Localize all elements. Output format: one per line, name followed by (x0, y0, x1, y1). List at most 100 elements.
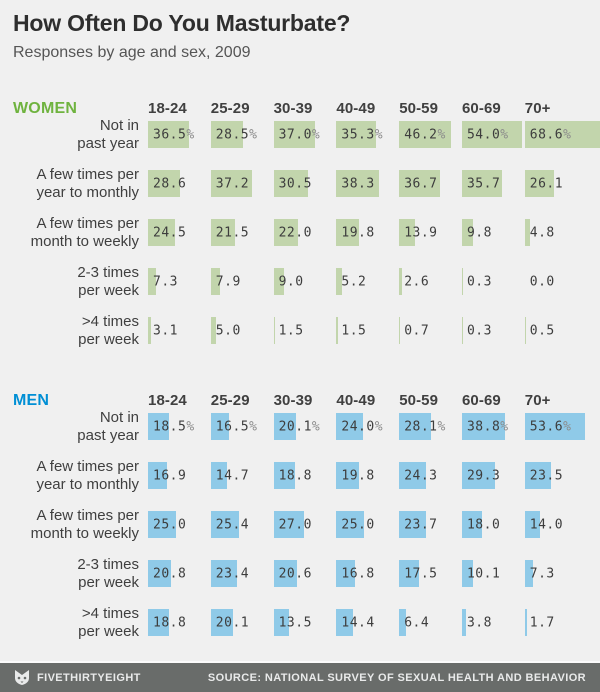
value-bar (148, 560, 172, 587)
value-label: 25.4 (215, 517, 250, 532)
bar-cell: 9.8 (461, 219, 525, 246)
women-section-label: WOMEN (13, 99, 78, 117)
bar-cell: 1.7 (524, 609, 588, 636)
value-bar (461, 413, 506, 440)
value-label: 38.8% (466, 419, 509, 434)
value-label: 28.5% (215, 127, 258, 142)
column-header-age: 40-49 (336, 392, 376, 409)
value-bar (336, 462, 359, 489)
value-label: 7.9 (215, 274, 241, 289)
column-header-age: 70+ (524, 392, 551, 409)
value-bar (336, 170, 380, 197)
value-label: 13.5 (278, 615, 312, 630)
bar-cell: 36.7 (399, 170, 462, 197)
bar-cell: 28.5% (210, 121, 274, 148)
value-label: 10.1 (466, 566, 501, 581)
row-label: Not in past year (77, 409, 139, 444)
column-header-age: 50-59 (399, 100, 439, 117)
value-label: 0.3 (466, 323, 492, 338)
value-label: 0.5 (529, 323, 555, 338)
value-bar (524, 170, 554, 197)
bar-cell: 20.1 (210, 609, 274, 636)
value-label: 36.7 (404, 176, 438, 191)
value-bar (524, 317, 526, 344)
value-label: 14.0 (529, 517, 564, 532)
brand: FIVETHIRTYEIGHT (14, 670, 141, 685)
value-bar (273, 413, 297, 440)
value-bar (210, 609, 234, 636)
bar-cell: 0.5 (524, 317, 588, 344)
bar-cell: 16.8 (336, 560, 399, 587)
value-bar (273, 219, 299, 246)
value-label: 20.1% (278, 419, 321, 434)
value-label: 53.6% (529, 419, 572, 434)
column-header-age: 60-69 (461, 392, 501, 409)
page-title: How Often Do You Masturbate? (13, 10, 351, 36)
bar-cell: 20.1% (273, 413, 337, 440)
value-bar (273, 268, 284, 295)
value-bar (336, 268, 343, 295)
value-bar (210, 268, 220, 295)
value-label: 23.7 (404, 517, 438, 532)
value-label: 19.8 (341, 225, 375, 240)
value-bar (399, 609, 407, 636)
bar-cell: 5.0 (210, 317, 274, 344)
source-text: SOURCE: NATIONAL SURVEY OF SEXUAL HEALTH… (207, 671, 586, 684)
bar-cell: 25.4 (210, 511, 274, 538)
column-header-age: 70+ (524, 100, 551, 117)
column-header-age: 18-24 (148, 392, 187, 409)
value-label: 7.3 (153, 274, 178, 289)
women-row-1: A few times per year to monthly 28.6 37.2 30… (0, 166, 600, 201)
value-bar (148, 268, 157, 295)
column-header-age: 25-29 (210, 100, 250, 117)
value-label: 1.7 (529, 615, 555, 630)
men-row-1: A few times per year to monthly 16.9 14.7 18… (0, 458, 600, 493)
bar-cell: 54.0% (461, 121, 525, 148)
value-bar (273, 609, 289, 636)
value-bar (210, 462, 228, 489)
value-label: 16.9 (153, 468, 187, 483)
bar-cell: 0.3 (461, 268, 525, 295)
value-label: 54.0% (466, 127, 509, 142)
value-bar (399, 560, 419, 587)
value-bar (210, 413, 230, 440)
percent-sign: % (311, 127, 321, 142)
row-label: 2-3 times per week (77, 264, 139, 299)
value-bar (148, 511, 176, 538)
men-row-3: 2-3 times per week 20.8 23.4 20.6 16.8 17.5 10.… (0, 556, 600, 591)
bar-cell: 7.3 (524, 560, 588, 587)
value-label: 22.0 (278, 225, 312, 240)
bar-cell: 26.1 (524, 170, 588, 197)
bar-cell: 20.8 (148, 560, 211, 587)
column-header-age: 60-69 (461, 100, 501, 117)
bar-cell: 29.3 (461, 462, 525, 489)
bar-cell: 10.1 (461, 560, 525, 587)
bar-cell: 38.3 (336, 170, 399, 197)
value-bar (273, 317, 276, 344)
bar-cell: 14.0 (524, 511, 588, 538)
bar-cell: 13.5 (273, 609, 337, 636)
value-bar (336, 121, 376, 148)
value-label: 18.8 (153, 615, 187, 630)
percent-sign: % (311, 419, 321, 434)
bar-cell: 38.8% (461, 413, 525, 440)
value-bar (273, 121, 316, 148)
value-bar (524, 560, 533, 587)
value-bar (524, 462, 552, 489)
bar-cell: 7.3 (148, 268, 211, 295)
bar-cell: 25.0 (336, 511, 399, 538)
bar-cell: 18.0 (461, 511, 525, 538)
value-label: 25.0 (153, 517, 187, 532)
value-label: 23.4 (215, 566, 250, 581)
value-bar (399, 121, 451, 148)
value-label: 0.3 (466, 274, 492, 289)
bar-cell: 5.2 (336, 268, 399, 295)
value-label: 3.8 (466, 615, 492, 630)
row-label: A few times per year to monthly (36, 458, 139, 493)
value-label: 0.0 (529, 274, 555, 289)
value-bar (148, 170, 181, 197)
brand-text: FIVETHIRTYEIGHT (37, 671, 141, 684)
column-header-age: 30-39 (273, 392, 313, 409)
percent-sign: % (186, 419, 195, 434)
value-bar (399, 219, 415, 246)
